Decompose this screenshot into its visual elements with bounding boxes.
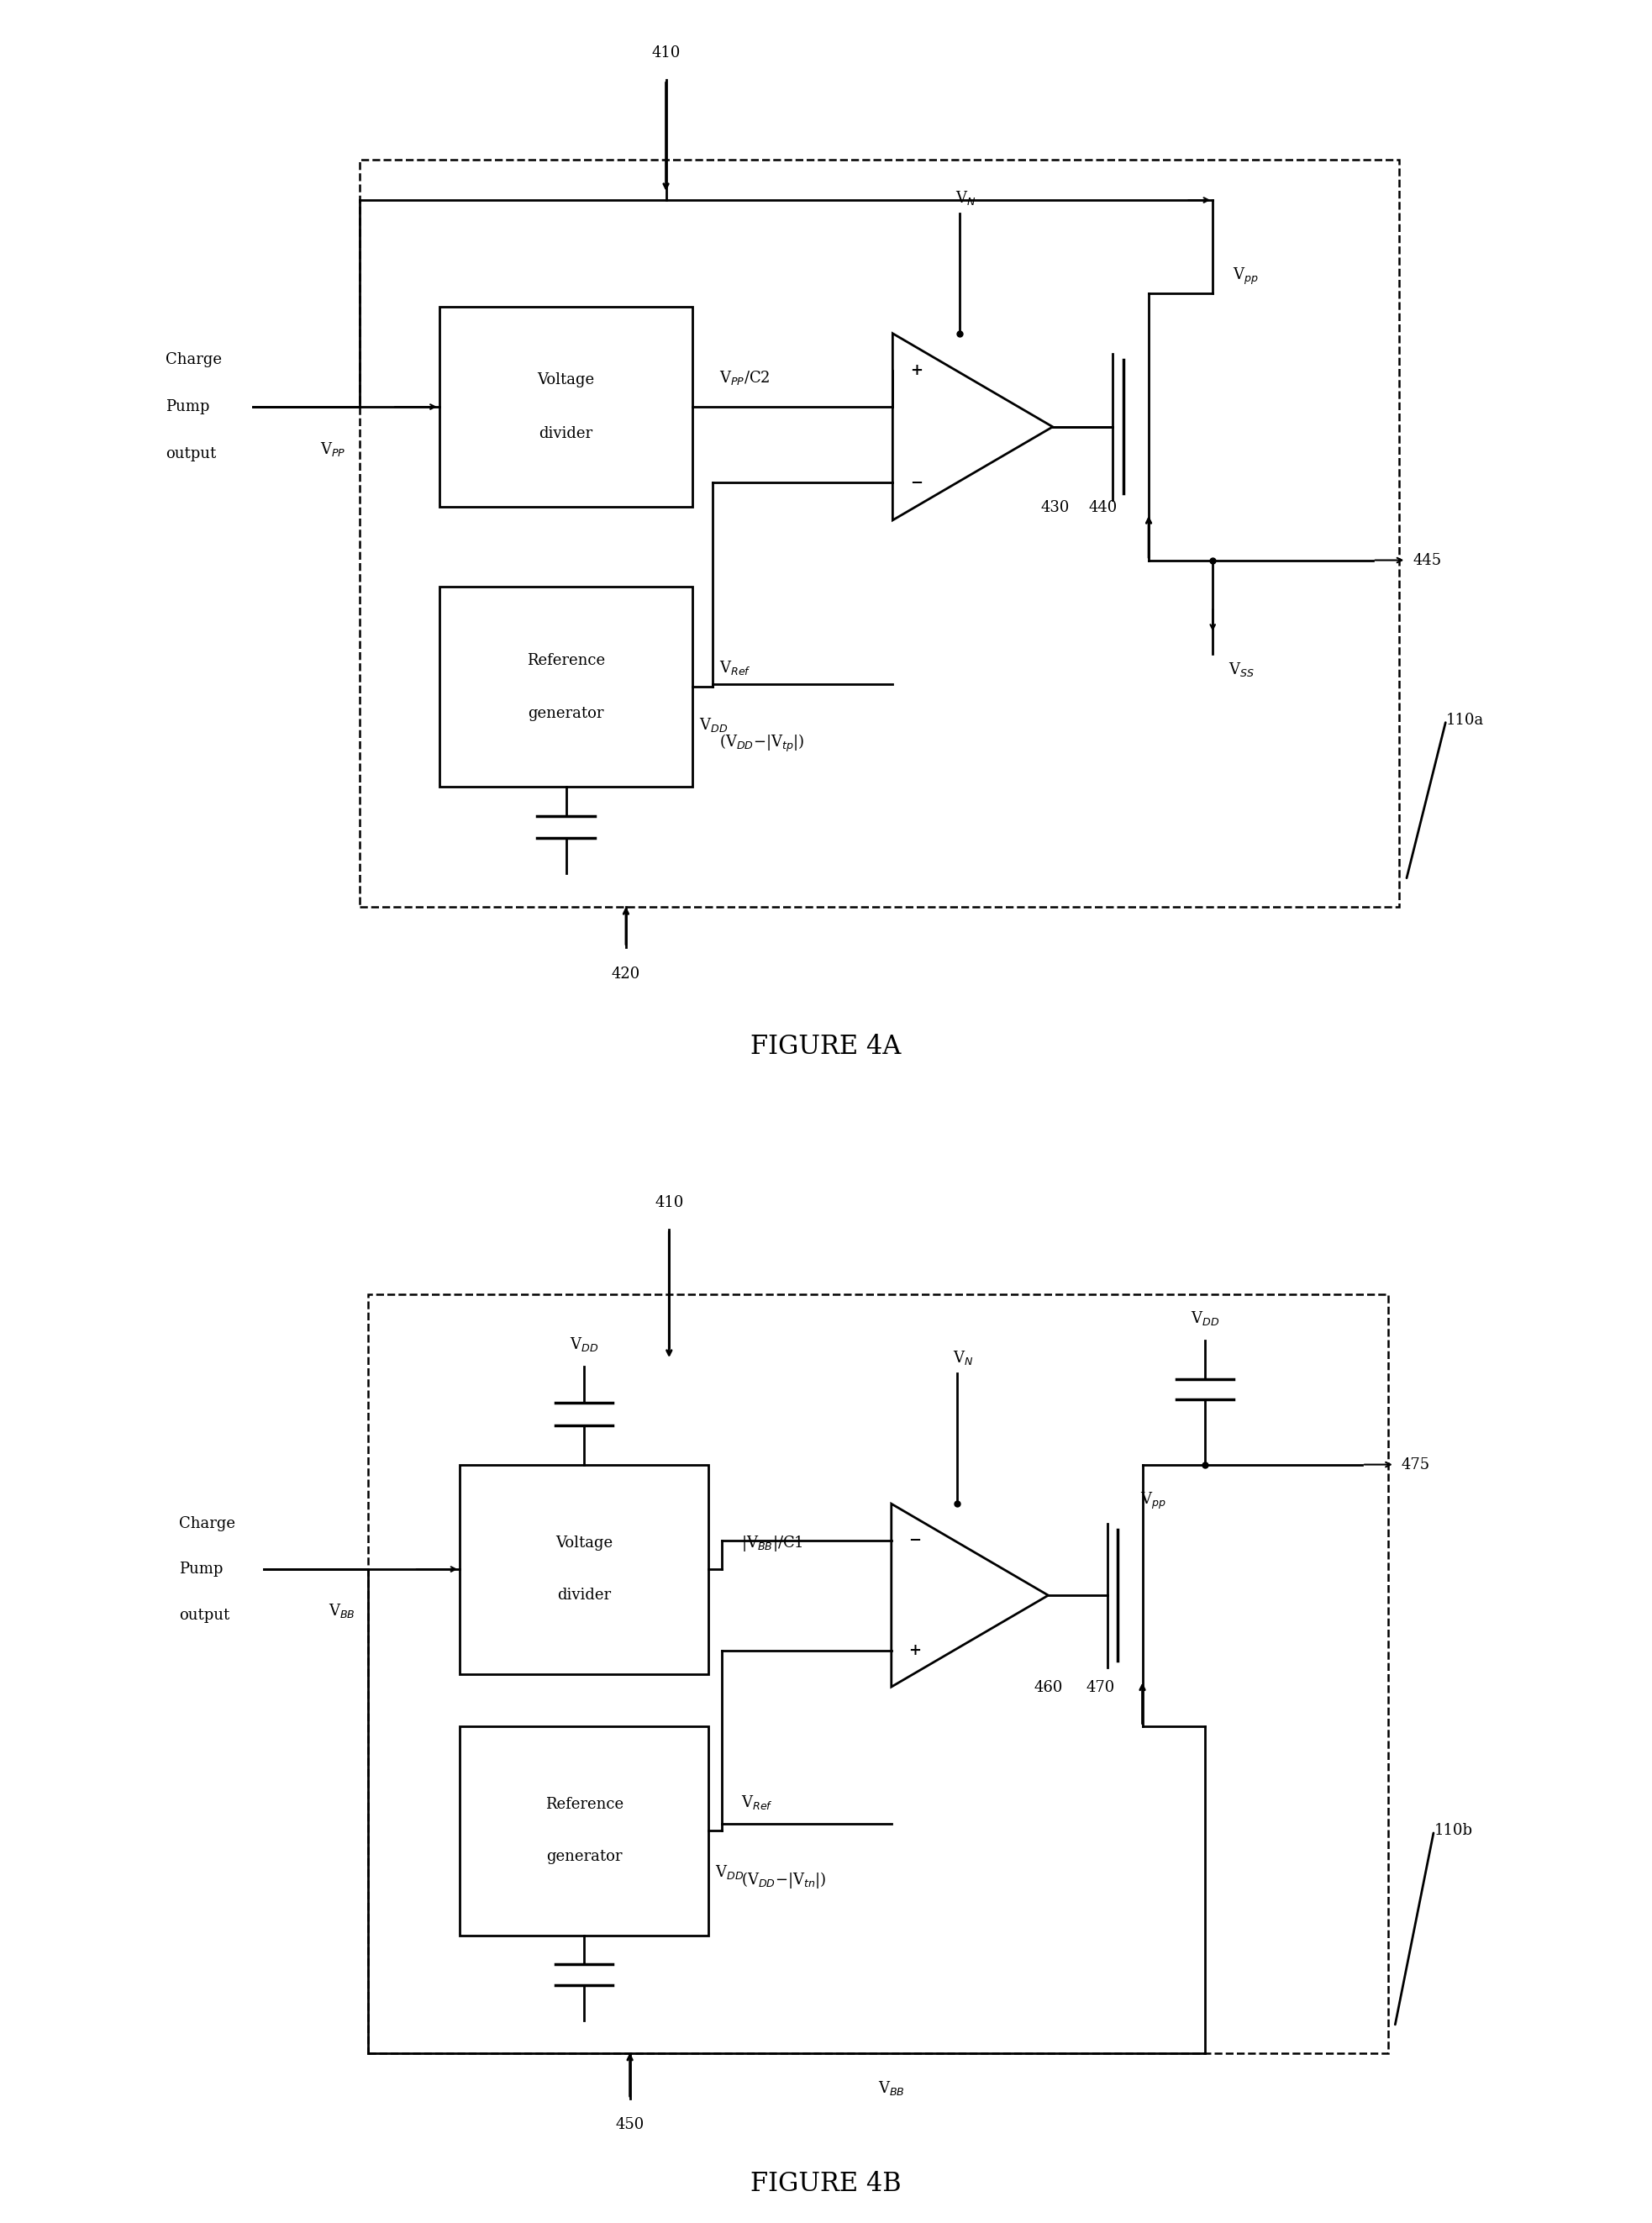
Polygon shape (892, 1503, 1049, 1687)
Text: FIGURE 4A: FIGURE 4A (750, 1034, 902, 1060)
Text: FIGURE 4B: FIGURE 4B (750, 2170, 902, 2196)
Text: V$_{BB}$: V$_{BB}$ (329, 1603, 355, 1621)
Text: Voltage: Voltage (537, 373, 595, 387)
Text: 430: 430 (1041, 500, 1070, 516)
Bar (368, 1294, 1388, 2054)
Text: V$_{SS}$: V$_{SS}$ (1229, 660, 1256, 678)
Text: V$_{PP}$/C2: V$_{PP}$/C2 (719, 369, 770, 387)
Text: Reference: Reference (527, 654, 605, 667)
Bar (459, 1725, 709, 1936)
Text: −: − (909, 1534, 922, 1547)
Bar (459, 1465, 709, 1674)
Text: +: + (909, 1643, 922, 1658)
Text: 475: 475 (1401, 1456, 1431, 1472)
Text: Charge: Charge (178, 1516, 235, 1532)
Text: Reference: Reference (545, 1796, 623, 1812)
Text: 470: 470 (1085, 1681, 1115, 1696)
Bar (439, 307, 692, 507)
Polygon shape (892, 333, 1052, 520)
Text: V$_{BB}$: V$_{BB}$ (877, 2079, 905, 2096)
Text: output: output (178, 1607, 230, 1623)
Text: |V$_{BB}$|/C1: |V$_{BB}$|/C1 (742, 1534, 803, 1554)
Text: Charge: Charge (165, 353, 223, 367)
Text: generator: generator (529, 707, 605, 720)
Text: Pump: Pump (165, 400, 210, 413)
Text: generator: generator (547, 1850, 623, 1865)
Text: V$_{Ref}$: V$_{Ref}$ (742, 1794, 773, 1812)
Text: 110b: 110b (1434, 1823, 1472, 1838)
Text: V$_{pp}$: V$_{pp}$ (1232, 267, 1259, 287)
Text: V$_{pp}$: V$_{pp}$ (1140, 1492, 1166, 1512)
Text: V$_{DD}$: V$_{DD}$ (570, 1336, 598, 1354)
Text: 440: 440 (1089, 500, 1118, 516)
Text: divider: divider (539, 427, 593, 440)
Bar (358, 160, 1399, 907)
Text: divider: divider (557, 1587, 611, 1603)
Text: Pump: Pump (178, 1561, 223, 1576)
Text: V$_{Ref}$: V$_{Ref}$ (719, 658, 752, 676)
Text: V$_N$: V$_N$ (957, 189, 976, 207)
Text: 410: 410 (654, 1196, 684, 1212)
Text: V$_{DD}$: V$_{DD}$ (699, 716, 729, 734)
Text: output: output (165, 447, 216, 460)
Text: −: − (910, 476, 923, 491)
Bar (439, 587, 692, 787)
Text: 445: 445 (1412, 554, 1442, 567)
Text: V$_{DD}$: V$_{DD}$ (1191, 1309, 1219, 1327)
Text: V$_{DD}$: V$_{DD}$ (715, 1863, 743, 1881)
Text: 410: 410 (651, 47, 681, 60)
Text: 460: 460 (1034, 1681, 1062, 1696)
Text: +: + (910, 362, 923, 378)
Text: V$_{PP}$: V$_{PP}$ (320, 440, 345, 458)
Text: 420: 420 (611, 967, 641, 980)
Text: (V$_{DD}$−|V$_{tn}$|): (V$_{DD}$−|V$_{tn}$|) (742, 1870, 826, 1890)
Text: (V$_{DD}$−|V$_{tp}$|): (V$_{DD}$−|V$_{tp}$|) (719, 731, 805, 754)
Text: V$_N$: V$_N$ (953, 1349, 973, 1367)
Text: 450: 450 (616, 2116, 644, 2132)
Text: 110a: 110a (1446, 714, 1483, 727)
Text: Voltage: Voltage (555, 1536, 613, 1552)
